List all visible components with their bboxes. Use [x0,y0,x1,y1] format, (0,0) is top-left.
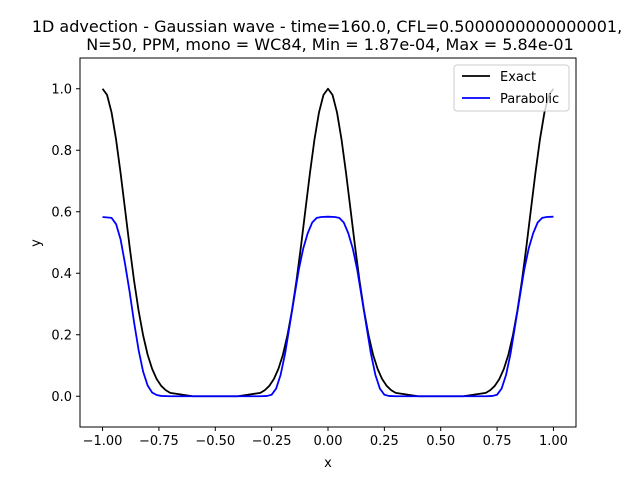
y-tick-label: 0.4 [51,267,72,282]
x-tick-label: 0.00 [314,434,343,449]
x-tick-label: 0.25 [370,434,399,449]
x-axis-label: x [324,456,332,471]
x-axis: −1.00 −0.75 −0.50 −0.25 0.00 0.25 0.50 0.75 1.00 [83,427,568,449]
x-tick-label: 0.75 [483,434,512,449]
series-line-parabolic [102,215,554,398]
series-layer [101,87,555,398]
x-tick-label: 1.00 [539,434,568,449]
y-axis: 0.0 0.2 0.4 0.6 0.8 1.0 [51,82,80,405]
y-tick-label: 0.0 [51,390,72,405]
y-tick-label: 1.0 [51,82,72,97]
x-tick-label: −0.50 [195,434,235,449]
chart-title-line-2: N=50, PPM, mono = WC84, Min = 1.87e-04, … [86,35,574,54]
x-tick-label: 0.50 [426,434,455,449]
x-tick-label: −1.00 [83,434,123,449]
legend-label-exact: Exact [500,70,536,85]
legend-label-parabolic: Parabolic [500,92,559,107]
x-tick-label: −0.25 [252,434,292,449]
chart-title-line-1: 1D advection - Gaussian wave - time=160.… [32,17,622,36]
legend: Exact Parabolic [453,64,570,112]
series-line-exact [101,87,555,398]
y-tick-label: 0.2 [51,328,72,343]
y-tick-label: 0.8 [51,144,72,159]
y-axis-label: y [29,239,44,247]
y-tick-label: 0.6 [51,205,72,220]
x-tick-label: −0.75 [139,434,179,449]
